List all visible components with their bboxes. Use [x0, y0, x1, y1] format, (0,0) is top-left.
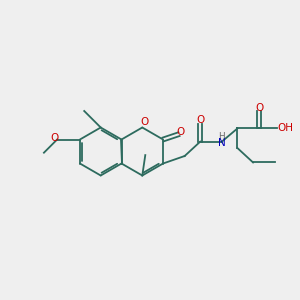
Text: O: O: [51, 133, 59, 143]
Text: O: O: [141, 117, 149, 127]
Text: H: H: [219, 132, 225, 141]
Text: O: O: [255, 103, 263, 112]
Text: N: N: [218, 138, 226, 148]
Text: OH: OH: [278, 123, 294, 134]
Text: O: O: [196, 115, 204, 125]
Text: O: O: [176, 127, 184, 137]
